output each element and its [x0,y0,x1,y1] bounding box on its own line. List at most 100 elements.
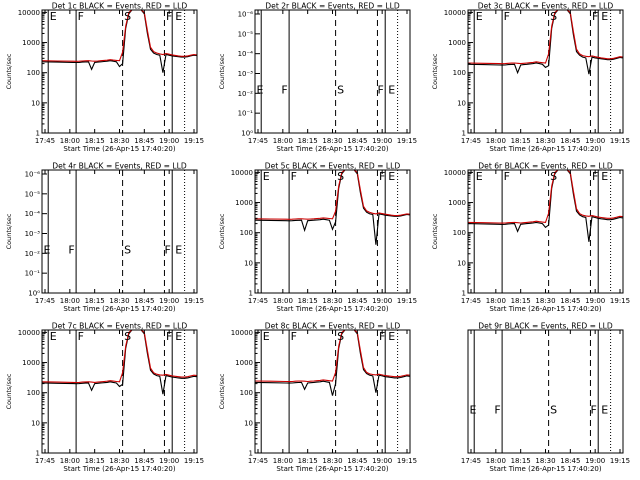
panel-title: Det 5c BLACK = Events, RED = LLD [265,162,401,171]
x-tick-label: 18:15 [85,457,105,465]
x-tick-label: 18:30 [322,137,342,145]
y-tick-label: 10⁻⁴ [238,50,254,58]
y-axis-label: Counts/sec [218,213,226,249]
x-tick-label: 18:30 [109,137,129,145]
event-marker-2: F [494,404,500,417]
x-tick-label: 17:45 [35,457,55,465]
y-tick-label: 10000 [444,169,466,177]
y-tick-label: 10⁻⁶ [25,171,41,179]
event-marker-4: F [592,170,598,183]
x-axis-label: Start Time (26-Apr-15 17:40:20) [63,305,175,313]
x-tick-label: 19:15 [610,137,630,145]
y-axis-label: Counts/sec [5,53,13,89]
event-marker-3: S [337,170,344,183]
event-marker-1: E [263,330,270,343]
event-marker-5: E [601,10,608,23]
x-tick-label: 18:45 [134,297,154,305]
event-marker-3: S [550,404,557,417]
event-marker-1: E [257,84,264,97]
x-tick-label: 18:45 [347,297,367,305]
y-tick-label: 1000 [235,199,253,207]
x-tick-label: 18:45 [134,457,154,465]
x-tick-label: 19:15 [610,457,630,465]
x-tick-label: 19:00 [372,137,392,145]
y-tick-label: 100 [27,69,40,77]
plot-frame [467,329,624,454]
y-tick-label: 10 [244,259,253,267]
y-tick-label: 10 [31,99,40,107]
event-marker-2: F [68,244,74,257]
event-marker-2: F [281,84,287,97]
y-tick-label: 1000 [235,359,253,367]
lld-series-line [254,329,411,383]
y-axis-label: Counts/sec [431,53,439,89]
x-axis-label: Start Time (26-Apr-15 17:40:20) [276,465,388,473]
x-tick-label: 18:45 [560,137,580,145]
x-tick-label: 18:45 [134,137,154,145]
y-tick-label: 100 [453,69,466,77]
event-marker-4: F [592,10,598,23]
panel-title: Det 1c BLACK = Events, RED = LLD [52,2,188,11]
plot-frame [254,9,411,134]
x-tick-label: 18:45 [560,457,580,465]
y-tick-label: 10⁻³ [25,230,41,238]
x-tick-label: 17:45 [35,297,55,305]
x-tick-label: 19:00 [159,137,179,145]
x-tick-label: 18:30 [322,457,342,465]
plot-frame [41,169,198,294]
y-tick-label: 10 [31,419,40,427]
x-tick-label: 18:00 [60,137,80,145]
y-tick-label: 1000 [22,39,40,47]
event-marker-1: E [470,404,477,417]
y-tick-label: 10⁻¹ [25,270,41,278]
x-tick-label: 18:15 [298,297,318,305]
y-tick-label: 10⁻⁴ [25,210,41,218]
event-marker-5: E [601,170,608,183]
event-marker-3: S [124,330,131,343]
y-tick-label: 10⁻³ [238,70,254,78]
x-tick-label: 18:15 [511,297,531,305]
event-marker-2: F [504,170,510,183]
y-axis-label: Counts/sec [218,373,226,409]
y-tick-label: 10⁻¹ [238,110,254,118]
y-tick-label: 10⁻⁶ [238,11,254,19]
x-tick-label: 18:15 [298,137,318,145]
y-tick-label: 1 [462,130,466,138]
events-series-line [467,169,624,242]
event-marker-3: S [550,170,557,183]
event-marker-1: E [50,10,57,23]
event-marker-5: E [175,10,182,23]
x-tick-label: 19:15 [184,457,204,465]
x-tick-label: 19:00 [372,297,392,305]
y-tick-label: 1000 [22,359,40,367]
x-tick-label: 18:15 [298,457,318,465]
x-tick-label: 19:00 [159,297,179,305]
x-tick-label: 18:45 [560,297,580,305]
event-marker-4: F [379,170,385,183]
y-tick-label: 100 [453,229,466,237]
x-tick-label: 19:00 [585,457,605,465]
panel-title: Det 4r BLACK = Events, RED = LLD [52,162,187,171]
event-marker-2: F [291,170,297,183]
plot-frame [41,9,198,134]
y-tick-label: 1 [249,450,253,458]
x-tick-label: 18:00 [273,297,293,305]
y-tick-label: 10⁰ [241,130,253,138]
event-marker-1: E [50,330,57,343]
lld-series-line [41,329,198,384]
x-axis-label: Start Time (26-Apr-15 17:40:20) [489,465,601,473]
event-marker-4: F [379,330,385,343]
x-tick-label: 18:00 [60,297,80,305]
event-marker-4: F [166,330,172,343]
lld-series-line [254,169,411,220]
events-series-line [41,9,198,73]
x-tick-label: 19:00 [372,457,392,465]
events-series-line [254,169,411,245]
y-tick-label: 100 [240,389,253,397]
y-tick-label: 10 [457,99,466,107]
